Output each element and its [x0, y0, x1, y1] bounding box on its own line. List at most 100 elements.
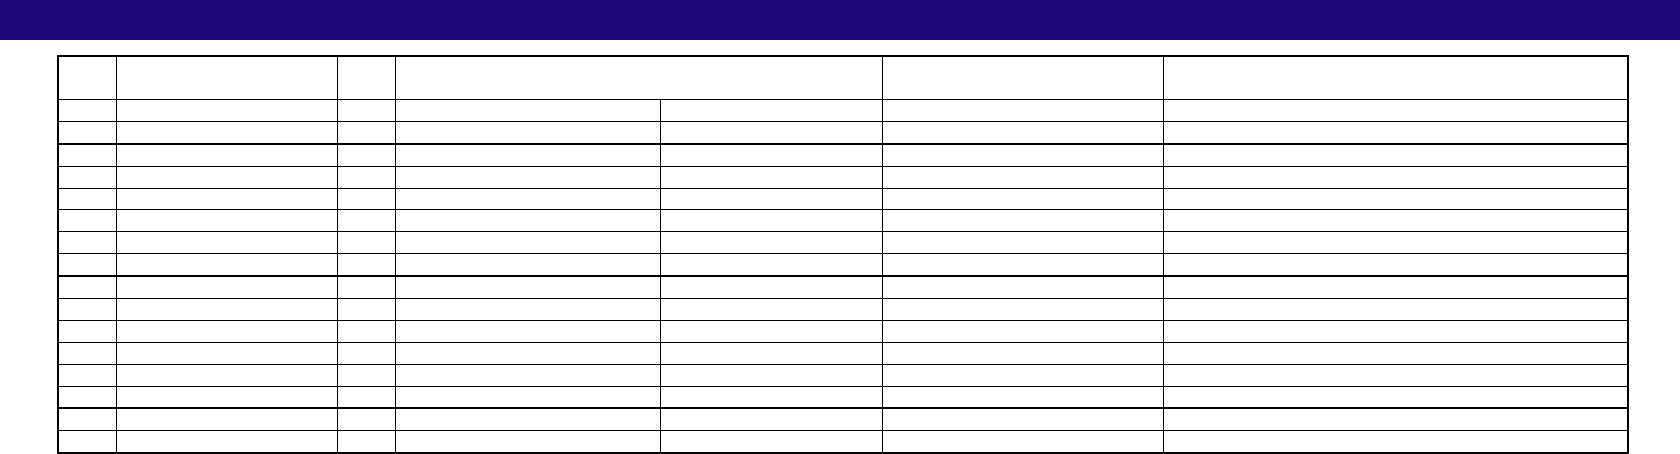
table-cell[interactable] [881, 253, 1164, 278]
table-cell[interactable] [881, 341, 1164, 365]
table-cell[interactable] [336, 298, 396, 321]
table-cell[interactable] [1162, 187, 1629, 211]
table-cell[interactable] [115, 120, 338, 145]
table-cell[interactable] [115, 275, 338, 300]
table-cell[interactable] [394, 143, 661, 167]
table-cell[interactable] [115, 187, 338, 211]
table-cell[interactable] [1162, 120, 1629, 145]
table-cell[interactable] [1162, 143, 1629, 167]
table-cell[interactable] [115, 209, 338, 233]
table-cell[interactable] [115, 165, 338, 189]
table-cell[interactable] [336, 99, 396, 122]
table-cell[interactable] [1162, 275, 1629, 300]
table-cell[interactable] [57, 319, 117, 343]
table-cell[interactable] [394, 407, 661, 432]
table-cell[interactable] [57, 120, 117, 145]
table-cell[interactable] [1162, 407, 1629, 432]
table-cell[interactable] [659, 253, 883, 278]
table-cell[interactable] [659, 120, 883, 145]
table-cell[interactable] [659, 341, 883, 365]
table-cell[interactable] [1162, 363, 1629, 387]
table-cell[interactable] [336, 407, 396, 432]
table-cell[interactable] [336, 120, 396, 145]
table-cell[interactable] [115, 363, 338, 387]
table-cell[interactable] [115, 319, 338, 343]
table-cell[interactable] [115, 143, 338, 167]
table-cell[interactable] [881, 209, 1164, 233]
table-cell[interactable] [659, 143, 883, 167]
table-cell[interactable] [394, 187, 661, 211]
table-cell[interactable] [659, 231, 883, 255]
table-cell[interactable] [394, 341, 661, 365]
table-cell[interactable] [1162, 209, 1629, 233]
table-cell[interactable] [659, 275, 883, 300]
table-cell[interactable] [394, 120, 661, 145]
table-cell[interactable] [1162, 319, 1629, 343]
table-cell[interactable] [336, 253, 396, 278]
table-cell[interactable] [57, 298, 117, 321]
table-cell[interactable] [659, 165, 883, 189]
table-cell[interactable] [336, 363, 396, 387]
table-cell[interactable] [115, 430, 338, 454]
table-cell[interactable] [57, 363, 117, 387]
table-cell[interactable] [881, 430, 1164, 454]
table-cell[interactable] [336, 275, 396, 300]
table-cell[interactable] [881, 99, 1164, 122]
table-cell[interactable] [115, 253, 338, 278]
table-cell[interactable] [881, 298, 1164, 321]
table-cell[interactable] [659, 298, 883, 321]
table-cell[interactable] [57, 165, 117, 189]
table-cell[interactable] [115, 298, 338, 321]
table-cell[interactable] [394, 253, 661, 278]
table-cell[interactable] [57, 143, 117, 167]
table-cell[interactable] [336, 231, 396, 255]
table-cell[interactable] [57, 275, 117, 300]
table-cell[interactable] [394, 385, 661, 410]
table-cell[interactable] [115, 341, 338, 365]
table-cell[interactable] [881, 385, 1164, 410]
table-cell[interactable] [881, 187, 1164, 211]
table-cell[interactable] [336, 430, 396, 454]
table-cell[interactable] [115, 231, 338, 255]
table-cell[interactable] [659, 385, 883, 410]
table-cell[interactable] [881, 231, 1164, 255]
table-cell[interactable] [57, 407, 117, 432]
table-cell[interactable] [659, 363, 883, 387]
table-cell[interactable] [394, 209, 661, 233]
table-cell[interactable] [115, 385, 338, 410]
table-cell[interactable] [881, 143, 1164, 167]
table-cell[interactable] [394, 363, 661, 387]
table-cell[interactable] [336, 341, 396, 365]
table-cell[interactable] [881, 165, 1164, 189]
table-cell[interactable] [336, 187, 396, 211]
table-cell[interactable] [394, 99, 661, 122]
table-cell[interactable] [57, 430, 117, 454]
table-cell[interactable] [336, 165, 396, 189]
table-cell[interactable] [1162, 341, 1629, 365]
table-cell[interactable] [1162, 385, 1629, 410]
table-cell[interactable] [57, 385, 117, 410]
table-cell[interactable] [394, 430, 661, 454]
table-cell[interactable] [57, 187, 117, 211]
table-cell[interactable] [115, 407, 338, 432]
table-cell[interactable] [336, 319, 396, 343]
table-cell[interactable] [881, 319, 1164, 343]
table-cell[interactable] [659, 430, 883, 454]
table-cell[interactable] [659, 319, 883, 343]
table-cell[interactable] [394, 165, 661, 189]
table-cell[interactable] [1162, 231, 1629, 255]
table-cell[interactable] [1162, 298, 1629, 321]
table-cell[interactable] [336, 143, 396, 167]
table-cell[interactable] [57, 253, 117, 278]
table-cell[interactable] [1162, 253, 1629, 278]
table-cell[interactable] [394, 319, 661, 343]
table-cell[interactable] [1162, 99, 1629, 122]
table-cell[interactable] [57, 209, 117, 233]
table-cell[interactable] [659, 407, 883, 432]
table-cell[interactable] [881, 363, 1164, 387]
table-cell[interactable] [115, 99, 338, 122]
table-cell[interactable] [336, 209, 396, 233]
table-cell[interactable] [394, 298, 661, 321]
table-cell[interactable] [659, 99, 883, 122]
table-cell[interactable] [659, 209, 883, 233]
